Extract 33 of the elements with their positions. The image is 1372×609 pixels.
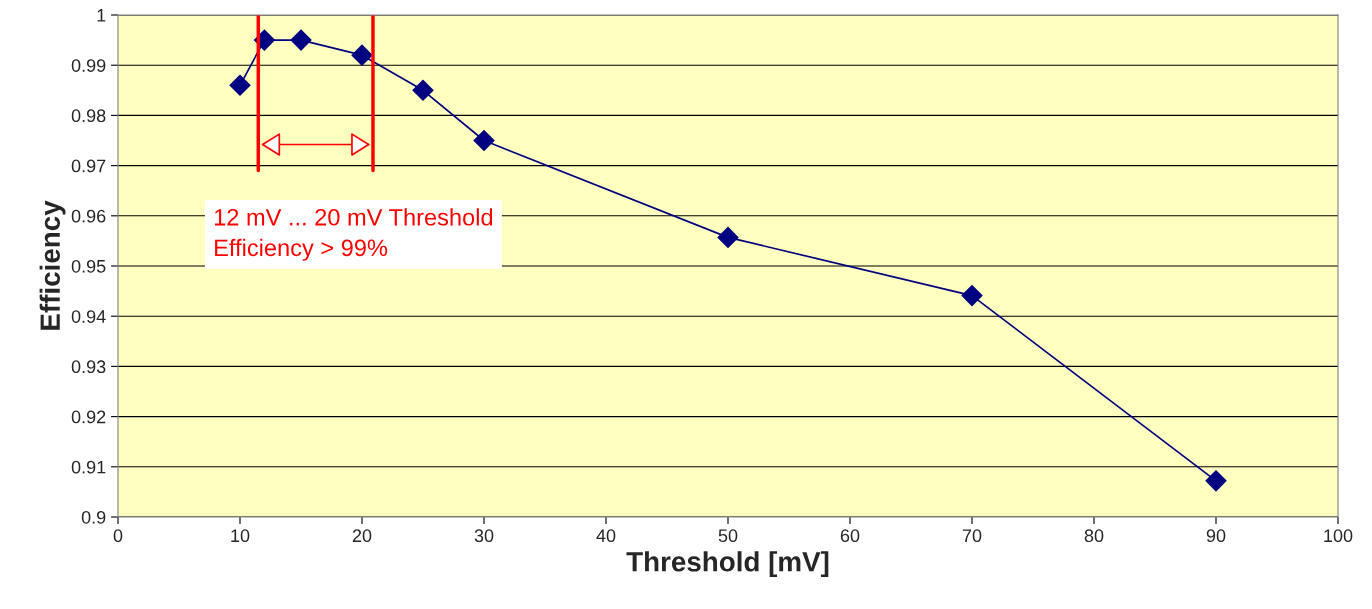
x-axis-title: Threshold [mV] [626, 551, 829, 578]
point [717, 226, 739, 248]
x-tick-label: 70 [962, 529, 982, 543]
y-tick-label: 0.96 [71, 209, 106, 223]
point [1205, 470, 1227, 492]
x-tick-label: 0 [113, 529, 123, 543]
y-tick-label: 0.95 [71, 259, 106, 273]
point [473, 129, 495, 152]
y-tick-label: 0.92 [71, 410, 106, 424]
x-tick-label: 80 [1084, 529, 1104, 543]
point [290, 29, 312, 51]
x-tick-label: 100 [1324, 529, 1353, 543]
x-tick-label: 50 [718, 529, 738, 543]
point [412, 79, 434, 101]
x-tick-label: 20 [352, 529, 372, 543]
y-tick-label: 0.99 [71, 59, 106, 72]
x-tick-label: 10 [231, 529, 250, 543]
y-tick-label: 0.97 [71, 159, 106, 173]
x-tick-label: 90 [1206, 529, 1226, 543]
y-tick-label: 0.93 [71, 360, 106, 374]
x-tick-label: 40 [596, 529, 616, 543]
y-tick-label: 0.98 [71, 109, 106, 123]
point [961, 285, 983, 307]
y-tick-label: 0.91 [71, 460, 106, 474]
point [351, 44, 373, 66]
x-tick-label: 60 [840, 529, 860, 543]
y-axis-title: Efficiency [39, 200, 66, 330]
point [229, 74, 251, 96]
annotation: 12 mV ... 20 mV Threshold Efficiency > 99% [214, 208, 493, 261]
y-tick-label: 0.9 [81, 510, 106, 524]
y-tick-label: 1 [97, 9, 106, 22]
x-tick-label: 30 [474, 529, 494, 543]
y-tick-label: 0.94 [71, 310, 106, 323]
